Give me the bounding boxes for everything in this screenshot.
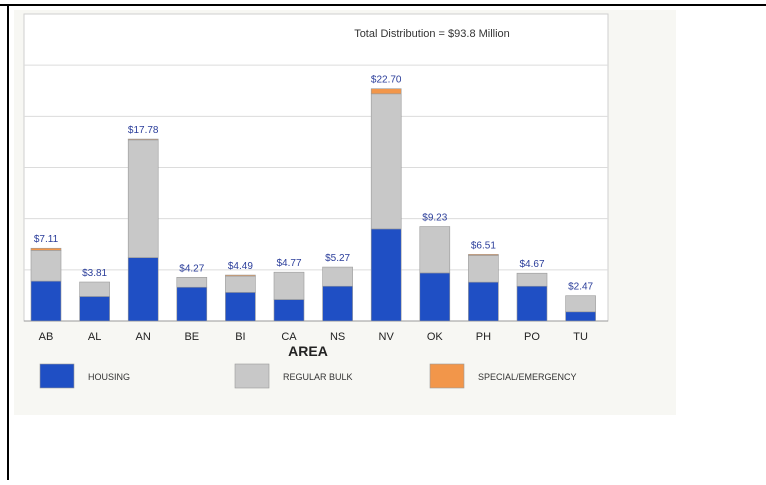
x-tick-label: TU: [573, 331, 588, 343]
bar-segment-regular-bulk-nv: [370, 93, 402, 230]
bar-segment-special-emergency-bi: [225, 274, 256, 277]
bar-segment-regular-bulk-po: [516, 272, 548, 287]
x-tick-label: AN: [136, 331, 151, 343]
bar-segment-special-emergency-nv: [370, 88, 402, 95]
data-label: $4.49: [228, 261, 253, 272]
bar-segment-housing-al: [79, 296, 110, 322]
data-label: $2.47: [568, 282, 593, 293]
bars: [30, 88, 596, 322]
x-tick-label: OK: [427, 331, 444, 343]
data-label: $7.11: [34, 234, 59, 245]
chart-title: Total Distribution = $93.8 Million: [354, 28, 510, 40]
data-label: $3.81: [82, 268, 107, 279]
bar-segment-housing-ok: [419, 272, 451, 322]
legend-swatch: [429, 363, 465, 389]
bar-segment-housing-an: [127, 257, 159, 322]
bar-segment-regular-bulk-ab: [30, 250, 62, 282]
bar-segment-housing-po: [516, 285, 548, 322]
legend-label: REGULAR BULK: [283, 372, 353, 382]
bar-segment-special-emergency-ph: [468, 254, 499, 256]
bar-segment-housing-ab: [30, 280, 62, 322]
bar-segment-regular-bulk-bi: [225, 275, 256, 293]
bar-segment-housing-bi: [225, 292, 256, 322]
x-tick-label: PO: [524, 331, 540, 343]
bar-segment-housing-be: [176, 286, 208, 322]
x-tick-labels: AB AL AN BE BI CA NS NV OK PH PO TU: [39, 331, 588, 343]
bar-segment-special-emergency-ab: [30, 247, 62, 251]
x-tick-label: BE: [184, 331, 199, 343]
bar-segment-housing-tu: [565, 311, 596, 322]
x-tick-label: AB: [39, 331, 54, 343]
bar-segment-regular-bulk-ph: [468, 255, 499, 283]
x-tick-label: CA: [281, 331, 297, 343]
x-tick-label: NS: [330, 331, 345, 343]
x-tick-label: AL: [88, 331, 101, 343]
bar-segment-regular-bulk-ns: [322, 266, 353, 287]
gridlines: [24, 64, 608, 322]
bar-segment-housing-nv: [370, 228, 402, 322]
bar-segment-housing-ph: [468, 281, 499, 322]
x-tick-label: NV: [379, 331, 395, 343]
legend-label: SPECIAL/EMERGENCY: [478, 372, 577, 382]
legend-swatch: [39, 363, 75, 389]
data-label: $17.78: [128, 125, 159, 136]
legend-label: HOUSING: [88, 372, 130, 382]
data-label: $4.27: [179, 263, 204, 274]
x-tick-label: PH: [476, 331, 491, 343]
x-tick-label: BI: [235, 331, 245, 343]
data-label: $4.77: [276, 258, 301, 269]
bar-segment-regular-bulk-an: [127, 139, 159, 258]
data-label: $4.67: [519, 259, 544, 270]
bar-segment-regular-bulk-al: [79, 281, 110, 297]
bar-segment-special-emergency-an: [127, 138, 159, 141]
bar-segment-housing-ca: [273, 299, 305, 322]
data-label: $5.27: [325, 253, 350, 264]
legend-swatch: [234, 363, 270, 389]
data-label: $6.51: [471, 240, 496, 251]
bar-segment-housing-ns: [322, 285, 353, 322]
bar-segment-regular-bulk-ca: [273, 271, 305, 300]
data-label: $9.23: [422, 213, 447, 224]
x-axis-label: AREA: [288, 343, 328, 359]
bar-segment-regular-bulk-ok: [419, 226, 451, 274]
bar-segment-regular-bulk-tu: [565, 295, 596, 313]
data-labels: $7.11 $3.81 $17.78 $4.27 $4.49 $4.77 $5.27 $22.…: [34, 75, 594, 293]
bar-segment-regular-bulk-be: [176, 277, 208, 288]
data-label: $22.70: [371, 75, 402, 86]
legend: HOUSING REGULAR BULK SPECIAL/EMERGENCY: [39, 363, 577, 389]
